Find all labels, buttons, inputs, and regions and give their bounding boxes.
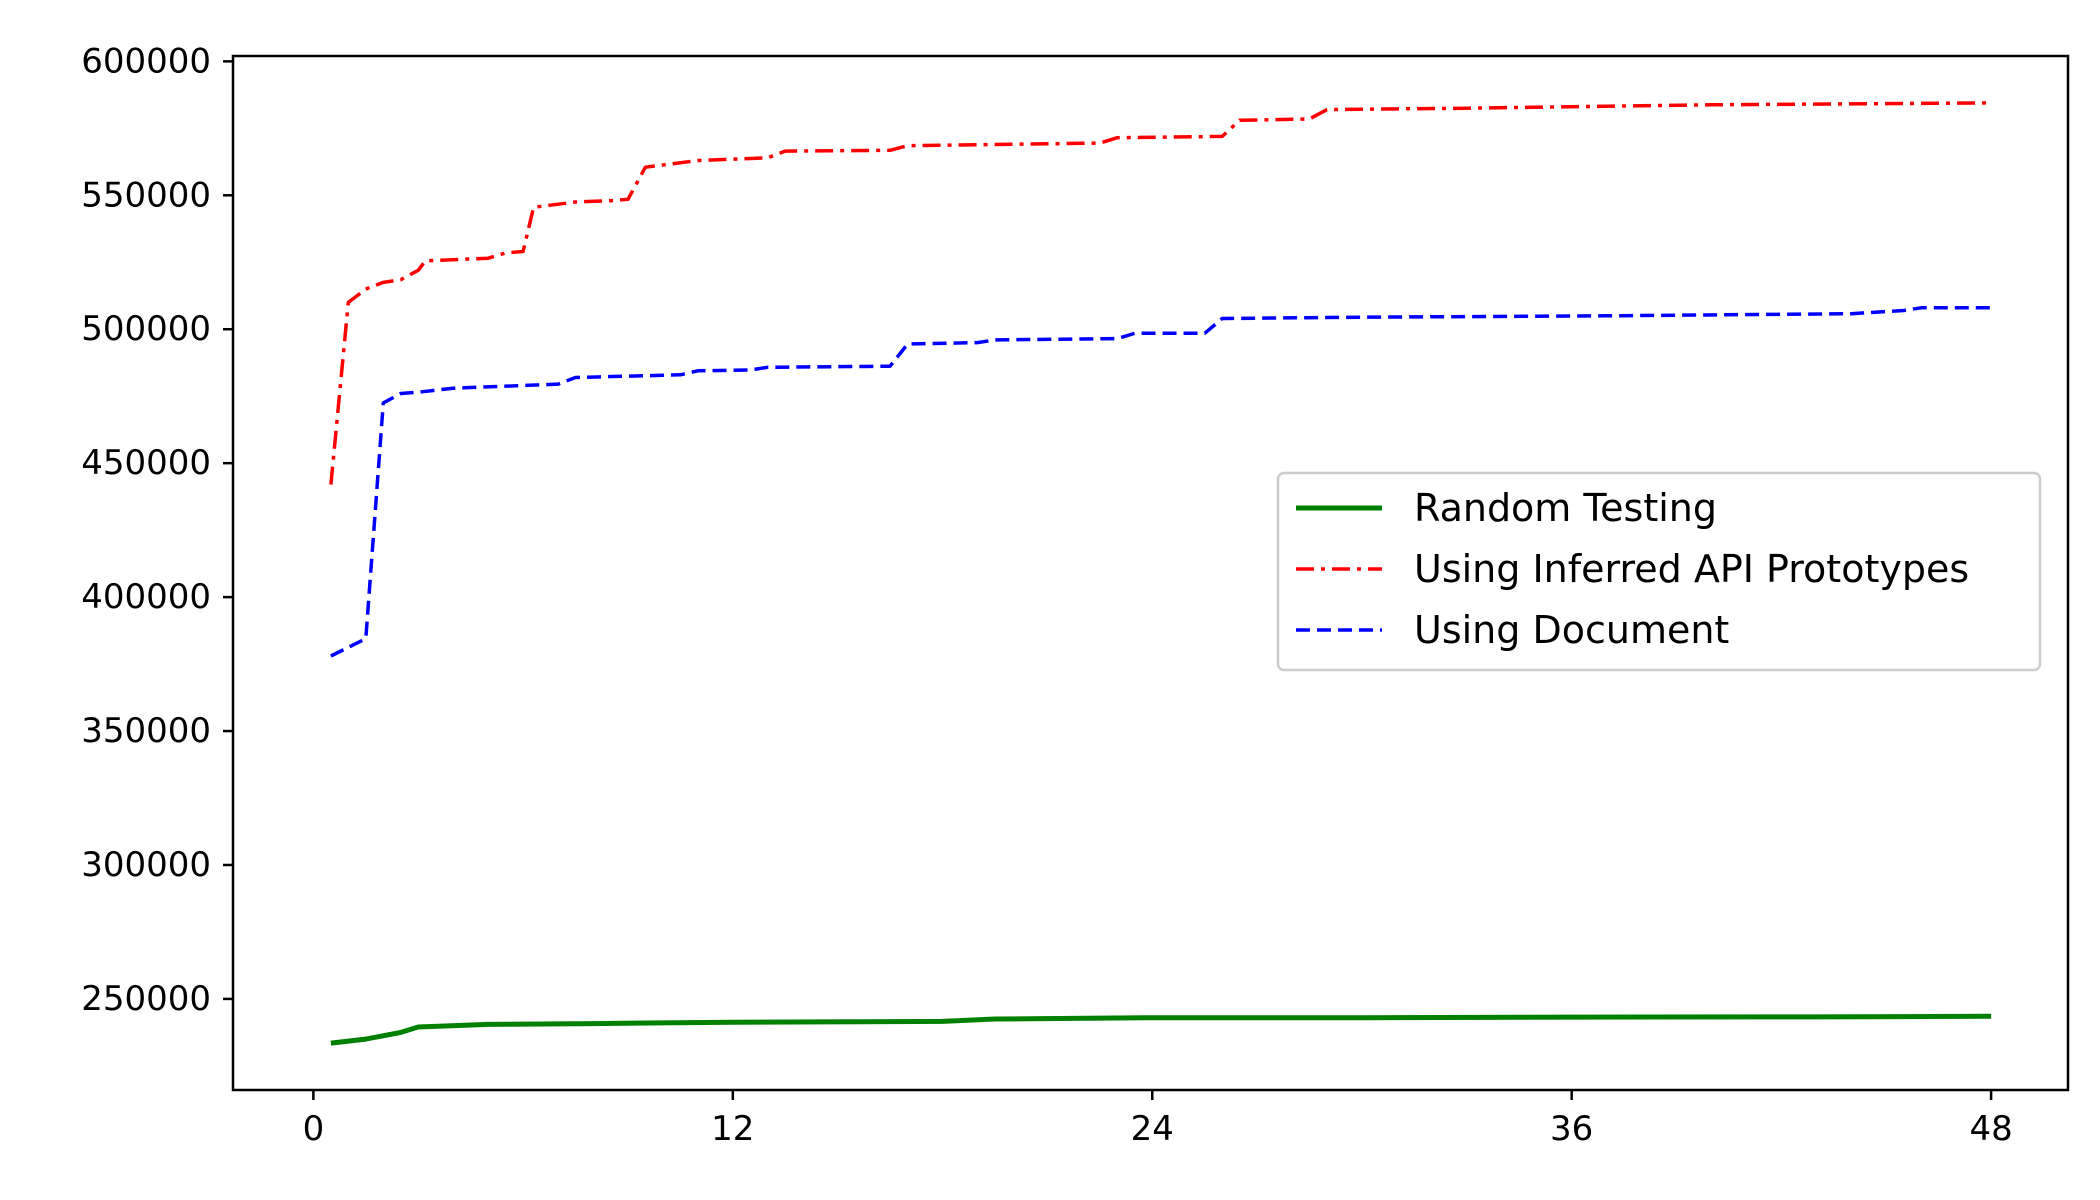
y-tick-label: 450000 — [81, 443, 211, 483]
y-tick-label: 400000 — [81, 577, 211, 617]
legend-label: Using Inferred API Prototypes — [1414, 547, 1969, 591]
y-axis: 250000 300000 350000 400000 450000 500000 5500… — [81, 41, 233, 1019]
x-axis: 0 12 24 36 48 — [303, 1090, 2013, 1149]
series-line-2 — [329, 101, 1992, 485]
series-line-3 — [330, 306, 1992, 658]
y-tick-label: 500000 — [81, 309, 211, 349]
y-tick-label: 550000 — [81, 175, 211, 215]
series-line-1 — [330, 1013, 1992, 1046]
y-tick-label: 250000 — [81, 979, 211, 1019]
x-tick-label: 24 — [1131, 1109, 1174, 1149]
plot-frame — [231, 54, 2070, 1092]
legend-label: Using Document — [1414, 608, 1729, 652]
y-tick-label: 300000 — [81, 845, 211, 885]
x-tick-label: 48 — [1969, 1109, 2012, 1149]
x-tick-label: 36 — [1550, 1109, 1593, 1149]
legend-label: Random Testing — [1414, 486, 1717, 530]
y-tick-label: 350000 — [81, 711, 211, 751]
series-layer — [329, 101, 1992, 1046]
x-tick-label: 12 — [711, 1109, 754, 1149]
x-tick-label: 0 — [303, 1109, 325, 1149]
y-tick-label: 600000 — [81, 41, 211, 81]
legend-box — [1276, 471, 2042, 672]
legend: Random Testing Using Inferred API Prototy… — [1276, 471, 2042, 672]
